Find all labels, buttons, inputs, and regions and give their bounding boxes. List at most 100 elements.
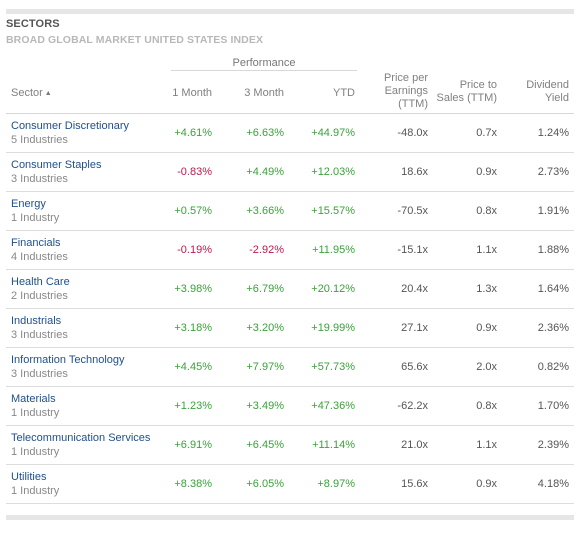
sector-name-link[interactable]: Materials bbox=[11, 393, 56, 405]
cell-price-sales: 0.9x bbox=[476, 166, 497, 178]
cell-3-month: +3.20% bbox=[246, 322, 284, 334]
cell-1-month: -0.83% bbox=[177, 166, 212, 178]
panel-subtitle: BROAD GLOBAL MARKET UNITED STATES INDEX bbox=[6, 34, 264, 46]
table-row: Consumer Staples 3 Industries -0.83% +4.49%… bbox=[6, 153, 574, 192]
cell-dividend-yield: 2.73% bbox=[537, 166, 569, 178]
cell-1-month: +8.38% bbox=[174, 478, 212, 490]
cell-dividend-yield: 0.82% bbox=[537, 361, 569, 373]
pe-header-line-1: Price per bbox=[383, 72, 428, 84]
sector-name-link[interactable]: Consumer Discretionary bbox=[11, 120, 129, 132]
pe-header-line-2: Earnings bbox=[384, 85, 428, 97]
table-row: Energy 1 Industry +0.57% +3.66% +15.57% -70.5… bbox=[6, 192, 574, 231]
industry-count: 1 Industry bbox=[11, 446, 60, 458]
cell-price-sales: 1.1x bbox=[476, 244, 497, 256]
sector-name-link[interactable]: Information Technology bbox=[11, 354, 125, 366]
cell-dividend-yield: 1.70% bbox=[537, 400, 569, 412]
table-row: Industrials 3 Industries +3.18% +3.20% +19.9… bbox=[6, 309, 574, 348]
sector-name-link[interactable]: Financials bbox=[11, 237, 61, 249]
industry-count: 1 Industry bbox=[11, 212, 60, 224]
cell-3-month: +6.63% bbox=[246, 127, 284, 139]
sector-name-link[interactable]: Consumer Staples bbox=[11, 159, 102, 171]
industry-count: 2 Industries bbox=[11, 290, 68, 302]
sector-table-body: Consumer Discretionary 5 Industries +4.61%… bbox=[6, 114, 574, 504]
column-header-3-month[interactable]: 3 Month bbox=[244, 87, 284, 99]
ps-header-line-1: Price to bbox=[459, 79, 497, 91]
cell-price-earnings: 15.6x bbox=[401, 478, 428, 490]
cell-dividend-yield: 2.36% bbox=[537, 322, 569, 334]
cell-ytd: +20.12% bbox=[311, 283, 355, 295]
cell-price-sales: 1.3x bbox=[476, 283, 497, 295]
sector-name-link[interactable]: Telecommunication Services bbox=[11, 432, 151, 444]
cell-3-month: +3.66% bbox=[246, 205, 284, 217]
cell-1-month: -0.19% bbox=[177, 244, 212, 256]
header-divider bbox=[6, 113, 574, 114]
ps-header-line-2: Sales (TTM) bbox=[436, 92, 498, 104]
cell-price-sales: 0.9x bbox=[476, 478, 497, 490]
cell-ytd: +11.95% bbox=[312, 244, 355, 256]
cell-1-month: +1.23% bbox=[174, 400, 212, 412]
cell-price-earnings: 65.6x bbox=[401, 361, 428, 373]
pe-header-line-3: (TTM) bbox=[398, 98, 428, 110]
column-header-sector-label: Sector bbox=[11, 87, 43, 99]
cell-3-month: +4.49% bbox=[246, 166, 284, 178]
cell-1-month: +6.91% bbox=[174, 439, 212, 451]
cell-ytd: +15.57% bbox=[311, 205, 355, 217]
cell-price-earnings: 20.4x bbox=[401, 283, 428, 295]
cell-3-month: -2.92% bbox=[249, 244, 284, 256]
table-row: Financials 4 Industries -0.19% -2.92% +11.95… bbox=[6, 231, 574, 270]
sector-name-link[interactable]: Industrials bbox=[11, 315, 62, 327]
cell-1-month: +3.18% bbox=[174, 322, 212, 334]
cell-price-earnings: -15.1x bbox=[397, 244, 428, 256]
cell-3-month: +6.05% bbox=[246, 478, 284, 490]
cell-price-earnings: -48.0x bbox=[397, 127, 428, 139]
cell-price-earnings: 18.6x bbox=[401, 166, 428, 178]
top-divider-bar bbox=[6, 9, 574, 14]
industry-count: 3 Industries bbox=[11, 329, 68, 341]
sector-name-link[interactable]: Health Care bbox=[11, 276, 70, 288]
panel-title: SECTORS bbox=[6, 18, 60, 30]
cell-3-month: +6.45% bbox=[246, 439, 284, 451]
industry-count: 5 Industries bbox=[11, 134, 68, 146]
cell-dividend-yield: 1.24% bbox=[537, 127, 569, 139]
cell-dividend-yield: 1.64% bbox=[537, 283, 569, 295]
industry-count: 3 Industries bbox=[11, 368, 68, 380]
sector-name-link[interactable]: Utilities bbox=[11, 471, 47, 483]
sort-ascending-icon[interactable]: ▲ bbox=[44, 90, 52, 97]
table-row: Materials 1 Industry +1.23% +3.49% +47.36% -6… bbox=[6, 387, 574, 426]
cell-ytd: +11.14% bbox=[312, 439, 355, 451]
cell-1-month: +4.61% bbox=[174, 127, 212, 139]
column-header-1-month[interactable]: 1 Month bbox=[172, 87, 212, 99]
industry-count: 3 Industries bbox=[11, 173, 68, 185]
sector-name-link[interactable]: Energy bbox=[11, 198, 46, 210]
industry-count: 4 Industries bbox=[11, 251, 68, 263]
table-row: Telecommunication Services 1 Industry +6.9… bbox=[6, 426, 574, 465]
cell-price-sales: 0.7x bbox=[476, 127, 497, 139]
cell-1-month: +4.45% bbox=[174, 361, 212, 373]
cell-ytd: +47.36% bbox=[311, 400, 355, 412]
cell-1-month: +0.57% bbox=[174, 205, 212, 217]
cell-dividend-yield: 1.88% bbox=[537, 244, 569, 256]
cell-dividend-yield: 4.18% bbox=[537, 478, 569, 490]
column-header-price-per-earnings[interactable]: Price per Earnings (TTM) bbox=[368, 72, 428, 111]
table-row: Health Care 2 Industries +3.98% +6.79% +20.1… bbox=[6, 270, 574, 309]
column-header-price-to-sales[interactable]: Price to Sales (TTM) bbox=[430, 79, 498, 105]
cell-ytd: +44.97% bbox=[311, 127, 355, 139]
table-row: Utilities 1 Industry +8.38% +6.05% +8.97% 15.… bbox=[6, 465, 574, 504]
cell-dividend-yield: 2.39% bbox=[537, 439, 569, 451]
cell-ytd: +19.99% bbox=[311, 322, 355, 334]
industry-count: 1 Industry bbox=[11, 485, 60, 497]
column-header-ytd[interactable]: YTD bbox=[333, 87, 355, 99]
div-header-line-1: Dividend bbox=[526, 79, 569, 91]
cell-price-sales: 0.9x bbox=[476, 322, 497, 334]
cell-price-sales: 1.1x bbox=[476, 439, 497, 451]
cell-price-sales: 0.8x bbox=[476, 205, 497, 217]
column-header-sector[interactable]: Sector ▲ bbox=[11, 87, 52, 100]
cell-3-month: +6.79% bbox=[246, 283, 284, 295]
cell-price-sales: 2.0x bbox=[476, 361, 497, 373]
column-header-dividend-yield[interactable]: Dividend Yield bbox=[505, 79, 569, 105]
industry-count: 1 Industry bbox=[11, 407, 60, 419]
cell-ytd: +12.03% bbox=[311, 166, 355, 178]
cell-price-earnings: -70.5x bbox=[397, 205, 428, 217]
performance-group-header: Performance bbox=[171, 58, 357, 71]
bottom-divider-bar bbox=[6, 515, 574, 520]
